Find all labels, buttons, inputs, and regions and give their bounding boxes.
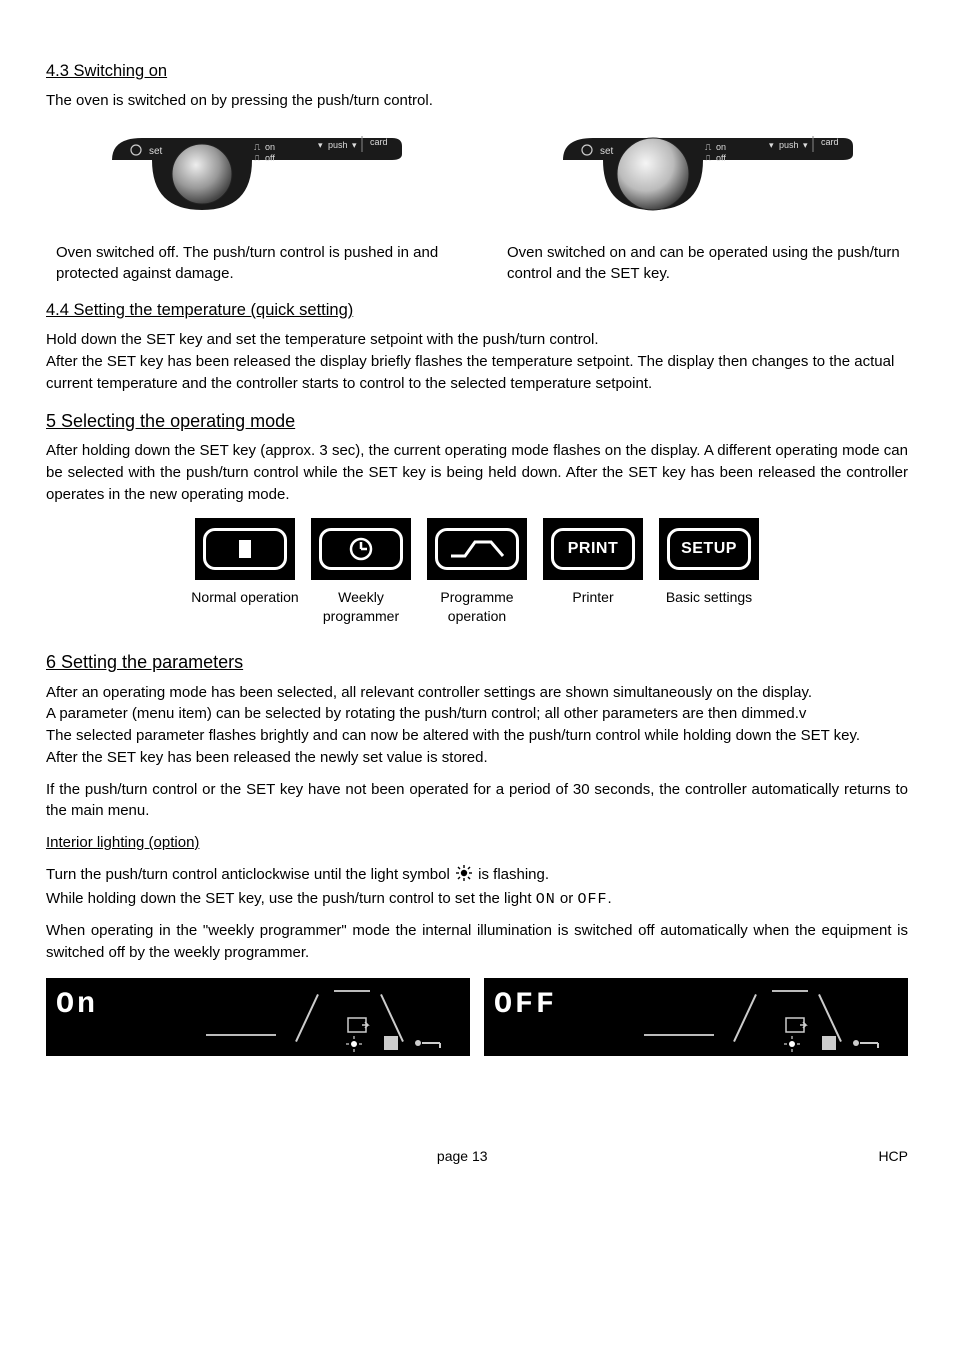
- display-icons-off: [778, 1012, 898, 1052]
- display-off-panel: OFF: [484, 978, 908, 1056]
- section-5-title: 5 Selecting the operating mode: [46, 408, 908, 434]
- lighting-p3: When operating in the "weekly programmer…: [46, 920, 908, 964]
- footer-code: HCP: [878, 1146, 908, 1166]
- section-6-p5: If the push/turn control or the SET key …: [46, 779, 908, 823]
- svg-text:card: card: [370, 137, 388, 147]
- svg-text:▾: ▾: [318, 140, 323, 150]
- section-6-p1: After an operating mode has been selecte…: [46, 682, 908, 704]
- page-footer: page 13 HCP: [46, 1146, 908, 1166]
- display-off-text: OFF: [494, 984, 557, 1028]
- knob-off-figure: set ⎍ on ⎍ off ▾ push ▾ card: [102, 130, 402, 230]
- svg-text:push: push: [328, 140, 348, 150]
- section-6-title: 6 Setting the parameters: [46, 649, 908, 675]
- mode-weekly-label: Weekly programmer: [307, 588, 415, 626]
- mode-programme-label: Programme operation: [423, 588, 531, 626]
- mode-printer-label: Printer: [539, 588, 647, 607]
- section-6-p3: The selected parameter flashes brightly …: [46, 725, 908, 747]
- section-6-p2: A parameter (menu item) can be selected …: [46, 703, 908, 725]
- svg-text:▾: ▾: [769, 140, 774, 150]
- section-5-p1: After holding down the SET key (approx. …: [46, 440, 908, 505]
- page-number: page 13: [46, 1146, 878, 1166]
- knob-off-caption: Oven switched off. The push/turn control…: [46, 242, 457, 286]
- section-4-4-p1: Hold down the SET key and set the temper…: [46, 329, 908, 351]
- lighting-p2: While holding down the SET key, use the …: [46, 888, 908, 911]
- svg-text:set: set: [149, 146, 163, 157]
- section-4-3-title: 4.3 Switching on: [46, 60, 908, 84]
- display-icons-on: [340, 1012, 460, 1052]
- lighting-on-text: ON: [536, 891, 556, 908]
- lighting-p1a: Turn the push/turn control anticlockwise…: [46, 866, 454, 883]
- knob-on-figure: set ⎍ on ⎍ off ▾ push ▾ card: [553, 130, 853, 230]
- knob-on-caption: Oven switched on and can be operated usi…: [497, 242, 908, 286]
- svg-text:on: on: [265, 142, 275, 152]
- display-on-text: On: [56, 984, 98, 1028]
- display-on-panel: On: [46, 978, 470, 1056]
- mode-programme-icon: [427, 518, 527, 580]
- lighting-p1b: is flashing.: [478, 866, 549, 883]
- svg-text:on: on: [716, 142, 726, 152]
- svg-text:▾: ▾: [352, 140, 357, 150]
- section-6-p4: After the SET key has been released the …: [46, 747, 908, 769]
- mode-icons-row: Normal operation Weekly programmer Progr…: [46, 518, 908, 626]
- lighting-p1: Turn the push/turn control anticlockwise…: [46, 864, 908, 888]
- svg-text:▾: ▾: [803, 140, 808, 150]
- svg-text:set: set: [600, 146, 614, 157]
- svg-text:off: off: [716, 153, 726, 163]
- mode-normal-label: Normal operation: [191, 588, 299, 607]
- interior-lighting-title: Interior lighting (option): [46, 832, 908, 854]
- section-4-3-intro: The oven is switched on by pressing the …: [46, 90, 908, 112]
- svg-text:⎍: ⎍: [254, 153, 261, 163]
- mode-normal-icon: [195, 518, 295, 580]
- mode-basic-label: Basic settings: [655, 588, 763, 607]
- lighting-off-text: OFF: [577, 891, 607, 908]
- section-4-4-title: 4.4 Setting the temperature (quick setti…: [46, 299, 908, 323]
- svg-text:card: card: [821, 137, 839, 147]
- svg-text:⎍: ⎍: [705, 142, 712, 152]
- svg-text:⎍: ⎍: [705, 153, 712, 163]
- section-4-4-p2: After the SET key has been released the …: [46, 351, 908, 395]
- knob-figure-row: set ⎍ on ⎍ off ▾ push ▾ card Oven switch…: [46, 130, 908, 286]
- display-panels-row: On OFF: [46, 978, 908, 1056]
- svg-text:off: off: [265, 153, 275, 163]
- light-symbol-icon: [456, 865, 472, 888]
- svg-text:push: push: [779, 140, 799, 150]
- svg-text:⎍: ⎍: [254, 142, 261, 152]
- mode-printer-icon: PRINT: [543, 518, 643, 580]
- mode-weekly-icon: [311, 518, 411, 580]
- mode-setup-icon: SETUP: [659, 518, 759, 580]
